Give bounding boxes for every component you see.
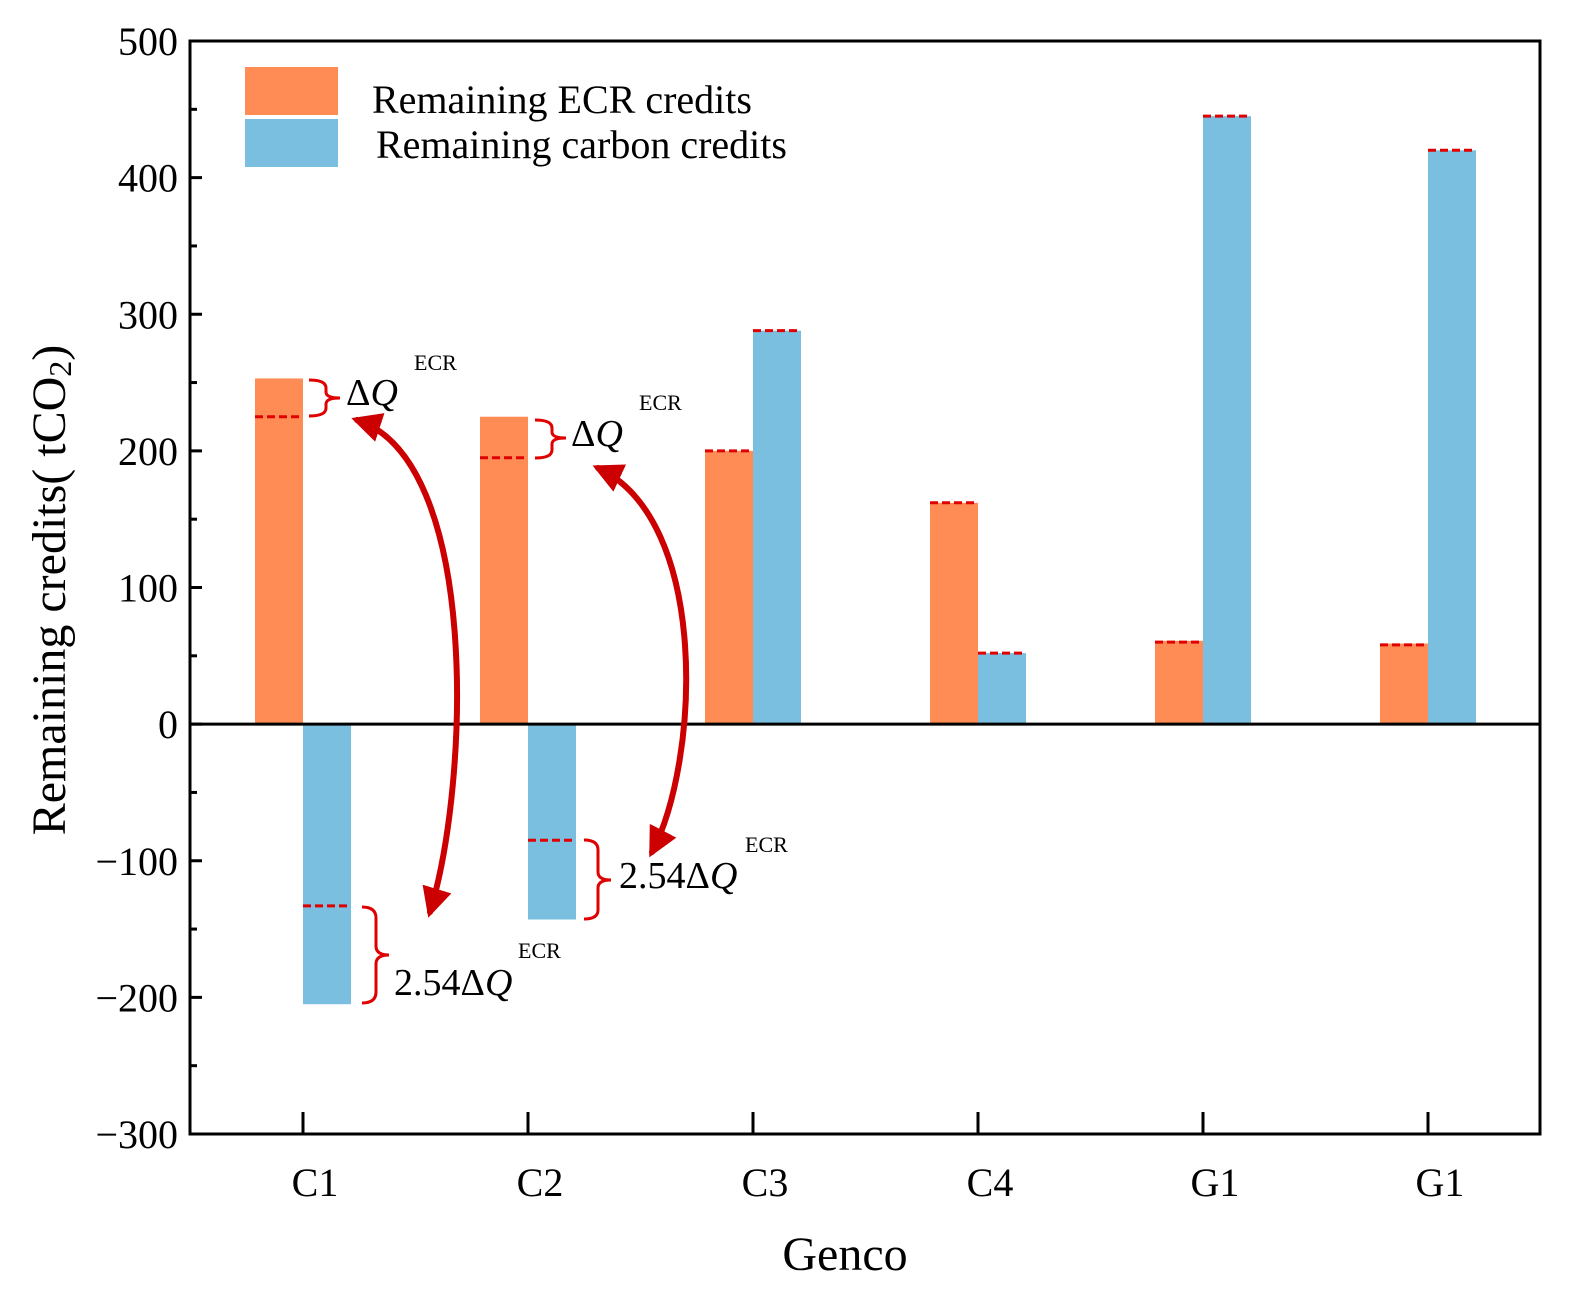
bars [255,116,1476,1005]
brace-c2-carbon [583,838,612,921]
y-tick-label: 400 [118,156,178,201]
y-tick-label: 0 [158,702,178,747]
x-tick-label: C2 [517,1160,564,1205]
legend-label-carbon: Remaining carbon credits [376,122,787,167]
legend-label-ecr: Remaining ECR credits [372,77,752,122]
y-tick-label: −300 [95,1112,178,1157]
bar-ecr-g1-4 [1155,640,1203,725]
legend-swatch-ecr [245,67,338,115]
bar-carbon-c4-3 [978,653,1026,725]
bar-carbon-c2-1 [528,724,576,920]
axes: −300 −200 −100 0 100 200 300 400 500 C1 C2 C3 C4 G1 G1 [95,19,1542,1205]
bar-carbon-c3-2 [753,330,801,725]
arrows [351,413,690,918]
y-tick-label: 500 [118,19,178,64]
bar-ecr-c2-1 [480,416,528,725]
bar-ecr-c4-3 [930,502,978,725]
y-tick-label: 100 [118,566,178,611]
arrow-c1 [351,413,461,918]
reference-lines [255,114,1476,908]
arrow-c2 [592,464,690,858]
x-tick-label: C1 [292,1160,339,1205]
plot-frame [188,39,1542,1136]
brace-c1-carbon [361,905,390,1005]
legend: Remaining ECR credits Remaining carbon c… [245,67,787,167]
x-axis-title: Genco [782,1228,907,1281]
bar-carbon-g1-4 [1203,116,1251,725]
bar-carbon-c1-0 [303,724,351,1005]
y-tick-label: −100 [95,839,178,884]
brace-c2-ecr [534,418,567,460]
annotation-c1-ecr: ΔQECR [346,350,457,414]
bar-ecr-c3-2 [705,450,753,725]
x-tick-label: G1 [1416,1160,1465,1205]
annotation-c1-carbon: 2.54ΔQECR [394,938,561,1004]
annotation-c2-ecr: ΔQECR [571,390,682,455]
legend-swatch-carbon [245,119,338,167]
bar-carbon-g1-5 [1428,150,1476,725]
bar-ecr-c1-0 [255,378,303,725]
y-tick-label: 200 [118,429,178,474]
x-tick-label: G1 [1191,1160,1240,1205]
x-tick-label: C4 [967,1160,1014,1205]
annotations: ΔQECR ΔQECR 2.54ΔQECR 2.54ΔQECR [346,350,788,1004]
annotation-c2-carbon: 2.54ΔQECR [619,832,788,897]
y-tick-label: 300 [118,292,178,337]
y-axis-title: Remaining credits( tCO2) [23,345,78,836]
brace-c1-ecr [308,378,341,418]
x-tick-label: C3 [742,1160,789,1205]
bar-ecr-g1-5 [1380,643,1428,725]
y-tick-label: −200 [95,975,178,1020]
